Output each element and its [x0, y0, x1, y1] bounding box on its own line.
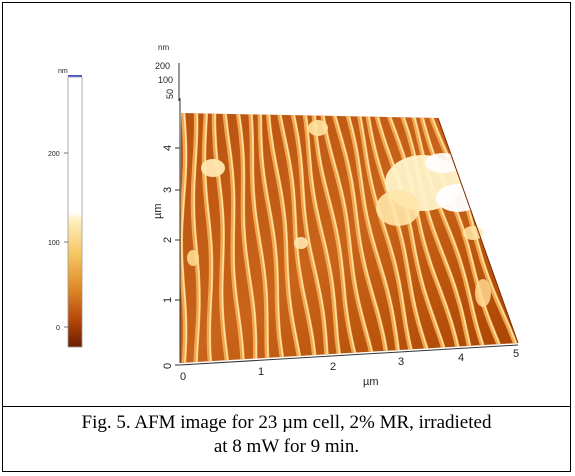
x-tick-3: 3: [398, 356, 404, 368]
surface-ridge: [311, 113, 357, 355]
caption-line-1: Fig. 5. AFM image for 23 µm cell, 2% MR,…: [81, 412, 492, 433]
surface-ridge: [201, 113, 214, 363]
surface-ridge-highlight: [359, 114, 413, 350]
z-tick-100: 100: [158, 75, 173, 85]
afm-surface: [180, 113, 519, 363]
surface-ridges: [180, 113, 518, 363]
y-tick-1: 1: [162, 297, 174, 303]
surface-ridge: [180, 113, 188, 363]
colorbar-unit: nm: [58, 68, 68, 75]
surface-ridge-highlight: [181, 113, 188, 363]
surface-ridge-highlight: [204, 113, 213, 362]
surface-ridge: [331, 113, 389, 354]
y-axis-label: µm: [152, 203, 164, 219]
surface-ridge: [320, 113, 374, 354]
colorbar-tick-0: 0: [56, 325, 60, 332]
x-axis: 0 1 2 3 4 5 µm: [179, 344, 519, 388]
surface-ridge: [290, 113, 329, 357]
y-tick-3: 3: [162, 187, 174, 193]
surface-ridge: [276, 113, 317, 358]
afm-image: nm 200 100 0 nm 200 100 50: [48, 43, 519, 388]
colorbar-tick-200: 200: [48, 151, 60, 158]
surface-ridge-highlight: [402, 115, 471, 346]
x-tick-4: 4: [458, 352, 464, 364]
colorbar-tick-100: 100: [48, 240, 60, 247]
surface-ridge-highlight: [268, 113, 301, 357]
surface-highlights: [187, 120, 491, 307]
surface-ridge: [365, 113, 429, 351]
surface-ridge: [356, 113, 413, 352]
surface-ridge: [386, 113, 460, 349]
surface-ridge-highlight: [214, 113, 229, 361]
z-axis: nm 200 100 50: [155, 43, 180, 101]
y-tick-4: 4: [162, 145, 174, 151]
surface-ridge-highlight: [347, 114, 400, 351]
surface-ridge-highlight: [388, 114, 460, 347]
surface-ridge-highlight: [238, 113, 257, 359]
surface-ridge-highlight: [322, 113, 373, 352]
surface-ridge-highlight: [224, 113, 245, 360]
x-tick-0: 0: [180, 371, 186, 383]
y-axis: 0 1 2 3 4 µm: [152, 98, 181, 369]
y-tick-2: 2: [162, 237, 174, 243]
afm-figure: nm 200 100 0 nm 200 100 50: [3, 3, 570, 406]
z-axis-unit: nm: [158, 43, 169, 52]
surface-ridge: [265, 113, 302, 359]
surface-ridge: [399, 113, 472, 348]
surface-ridge: [374, 113, 446, 350]
surface-ridge: [248, 113, 270, 361]
colorbar-gradient: [67, 76, 83, 348]
surface-ridge: [345, 113, 400, 353]
surface-ridge-highlight: [304, 113, 341, 354]
surface-ridge-highlight: [260, 113, 284, 358]
surface-ridge: [302, 113, 341, 356]
z-tick-200: 200: [155, 61, 170, 71]
surface-ridge: [190, 113, 201, 363]
y-tick-0: 0: [162, 363, 174, 369]
x-tick-2: 2: [330, 361, 336, 373]
caption-divider: [3, 406, 570, 407]
figure-caption: Fig. 5. AFM image for 23 µm cell, 2% MR,…: [3, 411, 570, 469]
surface-ridge: [235, 113, 258, 361]
x-axis-label: µm: [363, 376, 379, 388]
surface-ridge-highlight: [292, 113, 329, 355]
surface-ridge: [257, 113, 285, 360]
surface-ridge-highlight: [413, 115, 484, 345]
surface-ridge-highlight: [334, 113, 388, 351]
x-tick-5: 5: [513, 348, 519, 360]
surface-ridge-highlight: [313, 113, 356, 353]
z-tick-50: 50: [165, 89, 175, 99]
surface-ridge: [410, 113, 485, 347]
caption-line-2: at 8 mW for 9 min.: [213, 436, 360, 457]
figure-frame: nm 200 100 0 nm 200 100 50: [2, 2, 571, 472]
surface-ridge-highlight: [367, 114, 428, 349]
surface-ridge: [211, 113, 230, 363]
x-tick-1: 1: [258, 366, 264, 378]
surface-ridge-highlight: [250, 113, 269, 358]
surface-ridge-highlight: [279, 113, 316, 356]
surface-ridge-highlight: [193, 113, 201, 363]
color-scale-bar: nm 200 100 0: [48, 68, 83, 348]
surface-ridge: [222, 113, 245, 362]
surface-ridge-highlight: [376, 114, 445, 348]
